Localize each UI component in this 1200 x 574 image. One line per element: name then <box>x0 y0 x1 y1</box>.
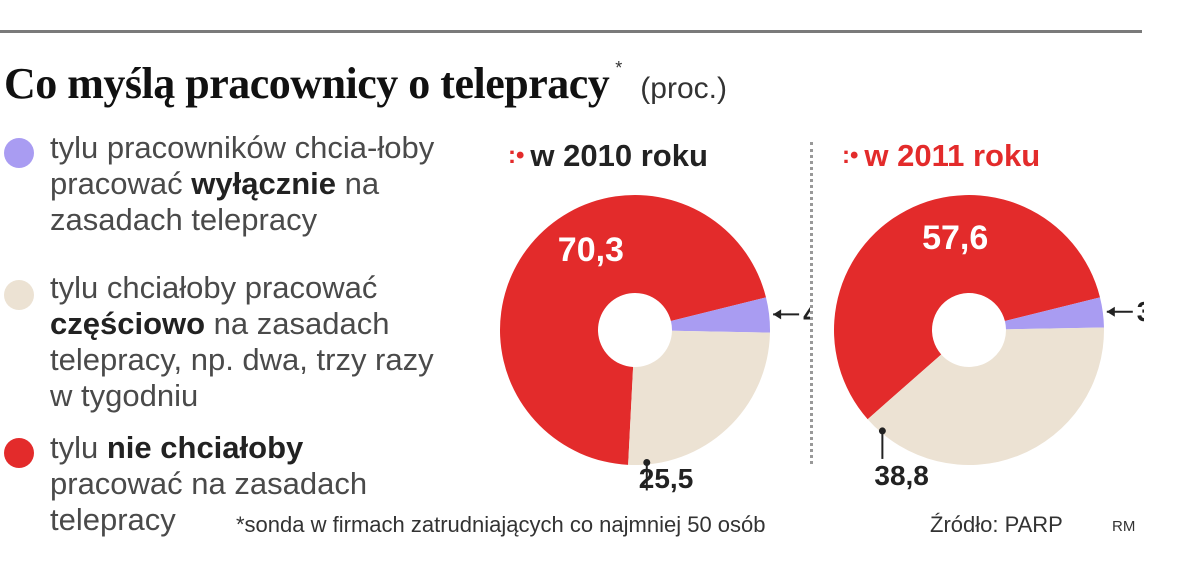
legend-post-partially: na zasadach telepracy, np. dwa, trzy raz… <box>50 306 434 413</box>
chart-title-2010: :• w 2010 roku <box>508 138 708 174</box>
title-marker-icon: :• <box>508 142 525 169</box>
chart-title-2011-text: w 2011 roku <box>864 138 1041 173</box>
legend-dot-exclusively <box>4 138 34 168</box>
donut-chart-2011: 57,6 3,6 38,8 <box>834 195 1144 491</box>
label-partially: 38,8 <box>874 460 929 491</box>
chart-header: Co myślą pracownicy o telepracy * (proc.) <box>4 58 727 109</box>
legend-pre-no: tylu <box>50 430 107 465</box>
donut-chart-2010: 70,3 4,2 25,5 <box>500 194 810 494</box>
source-label: Źródło: PARP <box>930 512 1063 537</box>
label-no: 57,6 <box>922 219 988 257</box>
label-no: 70,3 <box>558 231 624 269</box>
page-title: Co myślą pracownicy o telepracy <box>4 59 610 108</box>
legend-text-partially: tylu chciałoby pracować częściowo na zas… <box>50 270 450 414</box>
legend-text-exclusively: tylu pracowników chcia-łoby pracować wył… <box>50 130 468 238</box>
unit-label: (proc.) <box>640 72 727 105</box>
slice-no <box>834 195 1100 420</box>
chart-title-2010-text: w 2010 roku <box>530 138 708 173</box>
legend-post-exclusively: na zasadach telepracy <box>50 166 380 237</box>
legend-dot-partially <box>4 280 34 310</box>
legend-bold-exclusively: wyłącznie <box>191 166 337 201</box>
chart-divider <box>810 142 813 464</box>
slice-no <box>500 194 766 465</box>
title-asterisk: * <box>615 58 623 78</box>
legend-pre-partially: tylu chciałoby pracować <box>50 270 378 305</box>
label-exclusively: 4,2 <box>803 298 810 329</box>
label-exclusively: 3,6 <box>1137 296 1144 327</box>
legend-bold-no: nie chciałoby <box>106 430 304 465</box>
slice-partially <box>628 330 770 465</box>
pin-icon <box>878 427 886 435</box>
footnote: *sonda w firmach zatrudniających co najm… <box>236 512 766 537</box>
top-rule <box>0 30 1142 33</box>
legend-bold-partially: częściowo <box>50 306 206 341</box>
slice-exclusively <box>1004 297 1104 330</box>
slice-exclusively <box>670 297 770 333</box>
legend-text-no: tylu nie chciałoby pracować na zasadach … <box>50 430 430 538</box>
legend-post-no: pracować na zasadach telepracy <box>50 466 368 537</box>
slice-partially <box>867 327 1104 465</box>
legend-pre-exclusively: tylu pracowników chcia-łoby pracować <box>50 130 435 201</box>
legend-dot-no <box>4 438 34 468</box>
arrow-icon <box>773 309 782 320</box>
chart-title-2011: :• w 2011 roku <box>842 138 1040 174</box>
label-partially: 25,5 <box>639 463 694 494</box>
arrow-icon <box>1106 306 1115 317</box>
title-marker-icon: :• <box>842 142 859 169</box>
pin-icon <box>643 458 651 466</box>
author-initials: RM <box>1112 518 1136 535</box>
